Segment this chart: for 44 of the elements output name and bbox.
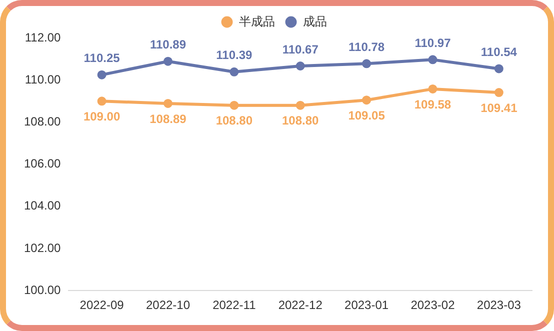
y-tick-label: 104.00 (24, 198, 62, 213)
x-tick-label: 2023-02 (410, 298, 456, 312)
point (428, 55, 438, 64)
data-label: 109.41 (480, 100, 518, 115)
data-label: 108.80 (282, 114, 320, 128)
point (230, 67, 239, 76)
data-label: 108.80 (216, 114, 253, 128)
legend-label: 半成品 (239, 14, 275, 28)
data-label: 110.25 (84, 51, 120, 66)
data-label: 110.89 (150, 38, 186, 52)
y-tick-label: 100.00 (24, 282, 62, 297)
point (494, 64, 504, 74)
point (163, 56, 172, 66)
x-tick-label: 2023-01 (344, 298, 389, 312)
point (494, 88, 504, 98)
point (362, 96, 372, 105)
data-label: 109.58 (414, 97, 452, 112)
x-tick-label: 2022-10 (146, 298, 190, 312)
y-tick-label: 108.00 (24, 114, 62, 129)
data-label: 110.67 (282, 42, 319, 56)
x-tick-label: 2022-09 (80, 298, 124, 312)
data-label: 110.78 (348, 40, 385, 54)
y-tick-label: 112.00 (24, 30, 62, 44)
point (230, 100, 239, 110)
point (428, 84, 438, 94)
point (296, 61, 305, 70)
legend-label: 成品 (303, 14, 327, 28)
data-label: 108.89 (150, 112, 187, 126)
y-tick-label: 106.00 (24, 156, 62, 171)
y-tick-label: 102.00 (24, 240, 62, 255)
data-label: 109.00 (83, 109, 120, 124)
y-tick-label: 110.00 (24, 72, 62, 86)
data-label: 109.05 (348, 108, 386, 122)
point (362, 59, 372, 68)
x-tick-label: 2023-03 (476, 298, 522, 312)
data-label: 110.97 (414, 36, 452, 50)
point (163, 98, 172, 108)
x-tick-label: 2022-11 (212, 298, 256, 312)
point (97, 96, 106, 106)
x-tick-label: 2022-12 (278, 298, 323, 312)
point (97, 70, 106, 80)
data-label: 110.39 (216, 48, 253, 62)
data-label: 110.54 (480, 45, 518, 60)
point (296, 100, 305, 110)
